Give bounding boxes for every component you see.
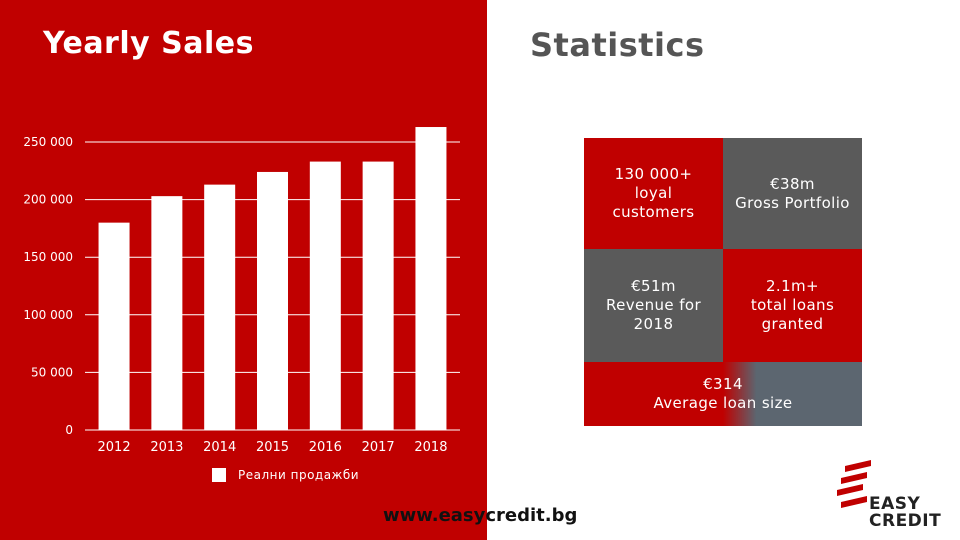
bar-2015 [257, 171, 288, 430]
chart-legend: Реални продажби [212, 468, 359, 482]
y-tick-label: 200 000 [23, 193, 73, 207]
y-tick-label: 0 [65, 423, 73, 437]
legend-swatch [212, 468, 226, 482]
bar-chart: 0 50 000 100 000 150 000 200 000 250 000 2012… [23, 127, 460, 455]
website-link[interactable]: www.easycredit.bg [383, 505, 578, 526]
stat-average-loan-bg [584, 362, 862, 426]
y-axis-labels: 0 50 000 100 000 150 000 200 000 250 000 [23, 135, 73, 437]
x-tick-label: 2018 [414, 440, 447, 455]
stat-total-loans: 2.1m+ total loans granted [723, 249, 862, 362]
x-tick-label: 2016 [309, 440, 342, 455]
stat-average-loan: €314 Average loan size [653, 375, 793, 412]
legend-label: Реални продажби [238, 468, 360, 482]
bars [98, 127, 447, 431]
bar-2016 [309, 161, 341, 431]
x-tick-label: 2015 [256, 440, 289, 455]
x-tick-label: 2013 [150, 440, 183, 455]
x-tick-label: 2017 [362, 440, 395, 455]
section-title: Statistics [530, 26, 705, 64]
x-tick-label: 2012 [98, 440, 131, 455]
easycredit-logo-icon [837, 460, 871, 508]
stat-revenue: €51m Revenue for 2018 [584, 249, 723, 362]
y-tick-label: 100 000 [23, 308, 73, 322]
y-tick-label: 150 000 [23, 250, 73, 264]
x-axis-labels: 2012 2013 2014 2015 2016 2017 2018 [98, 440, 448, 455]
bar-2012 [98, 222, 130, 430]
y-tick-label: 50 000 [31, 365, 73, 379]
bar-2014 [204, 184, 236, 430]
left-panel [0, 0, 487, 540]
y-tick-label: 250 000 [23, 135, 73, 149]
stat-loyal-customers: 130 000+ loyal customers [584, 138, 723, 249]
bar-2018 [415, 127, 447, 431]
logo-text-line2: CREDIT [869, 511, 942, 531]
bar-2017 [362, 161, 394, 431]
bar-2013 [151, 196, 183, 430]
logo-text-line1: EASY [869, 494, 921, 514]
page-title: Yearly Sales [43, 26, 254, 61]
x-tick-label: 2014 [203, 440, 236, 455]
stat-gross-portfolio: €38m Gross Portfolio [723, 138, 862, 249]
